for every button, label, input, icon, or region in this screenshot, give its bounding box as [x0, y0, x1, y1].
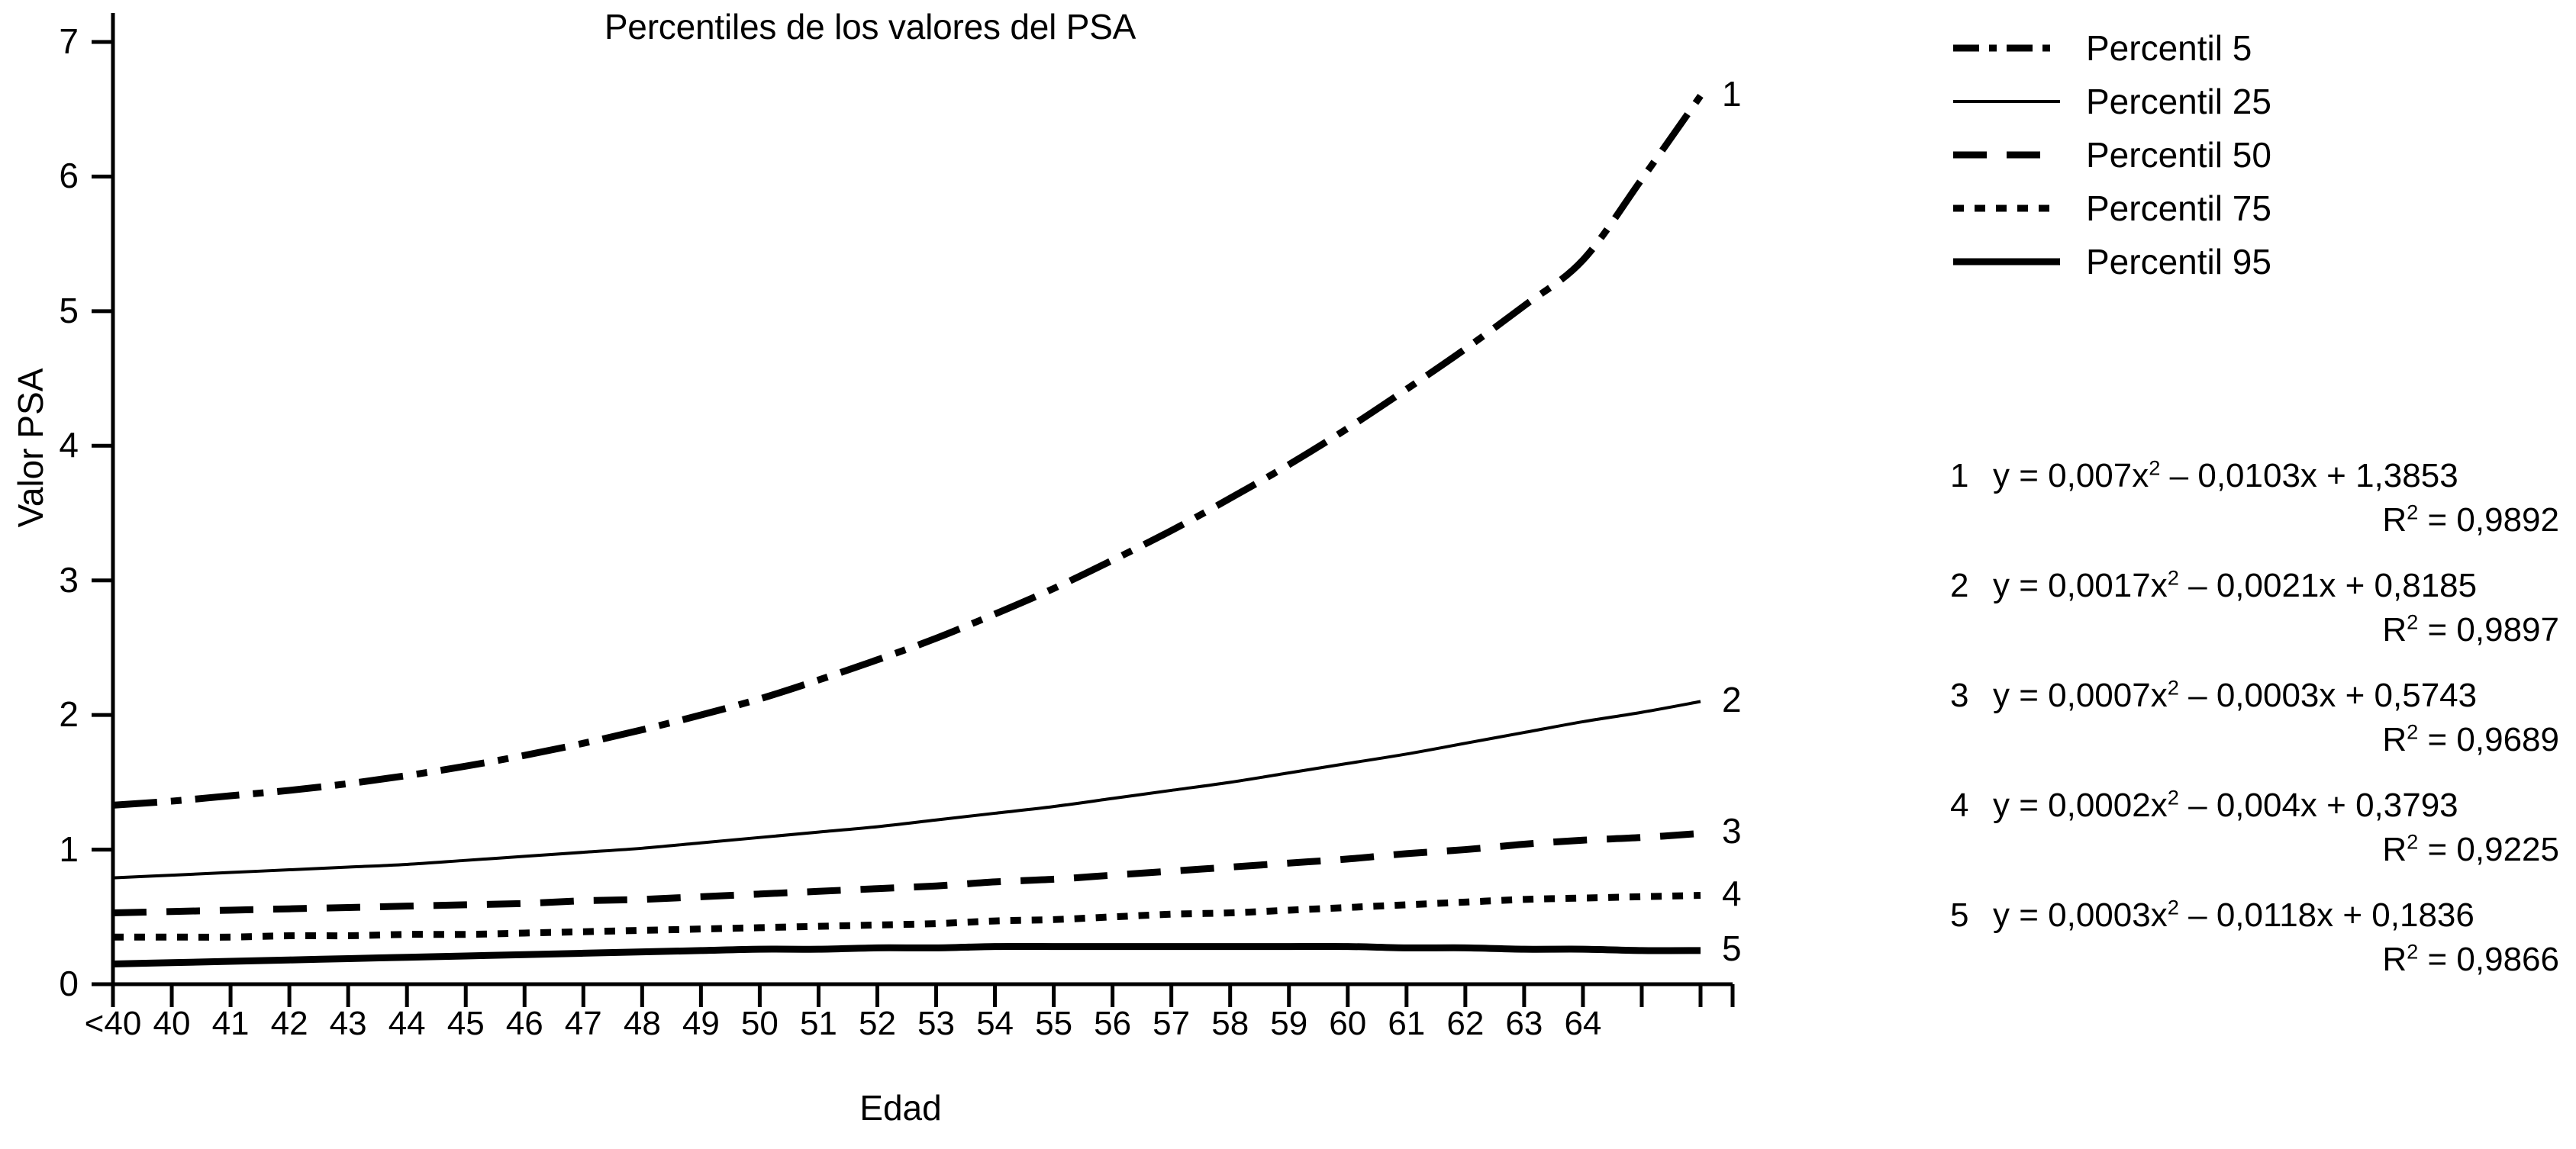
x-tick-label: 58 — [1211, 1005, 1249, 1042]
legend-item-3[interactable]: Percentil 50 — [1950, 128, 2576, 182]
y-tick-label: 0 — [59, 964, 79, 1003]
series-line-5 — [112, 942, 1701, 968]
x-tick-label: 63 — [1505, 1005, 1543, 1042]
equation-text: y = 0,0002x2 – 0,004x + 0,3793 — [1993, 785, 2458, 824]
legend-line-icon — [1950, 140, 2063, 170]
y-tick-label: 5 — [59, 290, 79, 330]
y-tick-label: 4 — [59, 425, 79, 465]
x-tick-label: 51 — [799, 1005, 837, 1042]
chart-title: Percentiles de los valores del PSA — [604, 7, 1136, 47]
x-tick-label: 50 — [740, 1005, 779, 1042]
curve-end-label-3: 3 — [1722, 811, 1742, 851]
equation-text: y = 0,0003x2 – 0,0118x + 0,1836 — [1993, 895, 2474, 934]
equation-block-4: 4 y = 0,0002x2 – 0,004x + 0,3793 R2 = 0,92… — [1950, 784, 2576, 872]
equation-block-5: 5 y = 0,0003x2 – 0,0118x + 0,1836 R2 = 0,9… — [1950, 893, 2576, 982]
equation-text: y = 0,007x2 – 0,0103x + 1,3853 — [1993, 455, 2458, 494]
x-tick-label: 42 — [270, 1005, 308, 1042]
x-tick-label: 41 — [211, 1005, 250, 1042]
series-line-1 — [112, 93, 1704, 809]
curve-end-label-2: 2 — [1722, 679, 1742, 719]
curve-end-label-5: 5 — [1722, 928, 1742, 968]
x-tick-label: 44 — [388, 1005, 426, 1042]
x-tick-label: 40 — [153, 1005, 191, 1042]
curve-end-label-4: 4 — [1722, 873, 1742, 913]
legend-item-5[interactable]: Percentil 95 — [1950, 235, 2576, 288]
r-squared-text: R2 = 0,9866 — [2382, 939, 2559, 978]
x-tick-label: 48 — [623, 1005, 661, 1042]
x-tick-label: 64 — [1564, 1005, 1602, 1042]
plot-area — [92, 13, 1735, 1007]
x-tick-label: 53 — [917, 1005, 955, 1042]
equation-block-2: 2 y = 0,0017x2 – 0,0021x + 0,8185 R2 = 0,9… — [1950, 564, 2576, 652]
equation-block-1: 1 y = 0,007x2 – 0,0103x + 1,3853 R2 = 0,98… — [1950, 454, 2576, 542]
x-tick-label: 45 — [447, 1005, 485, 1042]
x-tick-label: 61 — [1388, 1005, 1426, 1042]
equation-text: y = 0,0007x2 – 0,0003x + 0,5743 — [1993, 675, 2478, 714]
x-tick-label: 46 — [505, 1005, 543, 1042]
legend-line-icon — [1950, 193, 2063, 224]
x-tick-label: 60 — [1329, 1005, 1367, 1042]
r-squared-text: R2 = 0,9892 — [2382, 500, 2559, 539]
x-axis-label: Edad — [859, 1088, 942, 1128]
x-tick-label: 56 — [1094, 1005, 1132, 1042]
x-tick-label: 52 — [858, 1005, 896, 1042]
series-line-4 — [112, 892, 1701, 941]
legend-line-icon — [1950, 246, 2063, 277]
equation-block-3: 3 y = 0,0007x2 – 0,0003x + 0,5743 R2 = 0,9… — [1950, 674, 2576, 762]
legend-line-icon — [1950, 86, 2063, 117]
series-line-2 — [112, 700, 1701, 880]
r-squared-text: R2 = 0,9689 — [2382, 719, 2559, 758]
legend-label: Percentil 5 — [2086, 28, 2252, 68]
r-squared-text: R2 = 0,9897 — [2382, 610, 2559, 649]
x-tick-label: <40 — [84, 1005, 142, 1042]
legend-item-2[interactable]: Percentil 25 — [1950, 75, 2576, 128]
r-squared-text: R2 = 0,9225 — [2382, 829, 2559, 868]
y-tick-label: 2 — [59, 694, 79, 735]
y-tick-label: 6 — [59, 156, 79, 196]
equation-index: 4 — [1950, 787, 1969, 824]
legend-label: Percentil 50 — [2086, 135, 2271, 175]
y-tick-label: 3 — [59, 559, 79, 600]
legend-label: Percentil 95 — [2086, 242, 2271, 282]
legend-line-icon — [1950, 33, 2063, 63]
x-tick-label: 57 — [1153, 1005, 1191, 1042]
equation-index: 5 — [1950, 896, 1969, 934]
x-tick-label: 47 — [564, 1005, 602, 1042]
x-tick-label: 49 — [682, 1005, 720, 1042]
legend-label: Percentil 25 — [2086, 82, 2271, 121]
y-tick-label: 7 — [59, 21, 79, 61]
legend-label: Percentil 75 — [2086, 188, 2271, 228]
x-tick-label: 62 — [1446, 1005, 1485, 1042]
x-tick-label: 54 — [976, 1005, 1014, 1042]
x-tick-label: 43 — [329, 1005, 367, 1042]
legend-item-4[interactable]: Percentil 75 — [1950, 182, 2576, 235]
curve-end-label-1: 1 — [1722, 73, 1742, 114]
equation-index: 3 — [1950, 677, 1969, 714]
equation-text: y = 0,0017x2 – 0,0021x + 0,8185 — [1993, 565, 2478, 604]
y-tick-label: 1 — [59, 829, 79, 869]
chart-figure: Percentiles de los valores del PSA Valor… — [11, 7, 1742, 1128]
equation-index: 1 — [1950, 457, 1969, 494]
equation-annotations: 1 y = 0,007x2 – 0,0103x + 1,3853 R2 = 0,98… — [1950, 454, 2576, 1003]
legend-item-1[interactable]: Percentil 5 — [1950, 21, 2576, 75]
x-tick-label: 55 — [1035, 1005, 1073, 1042]
chart-legend: Percentil 5 Percentil 25 Percentil 50 Perce… — [1950, 21, 2576, 288]
x-tick-label: 59 — [1270, 1005, 1308, 1042]
equation-index: 2 — [1950, 567, 1969, 604]
